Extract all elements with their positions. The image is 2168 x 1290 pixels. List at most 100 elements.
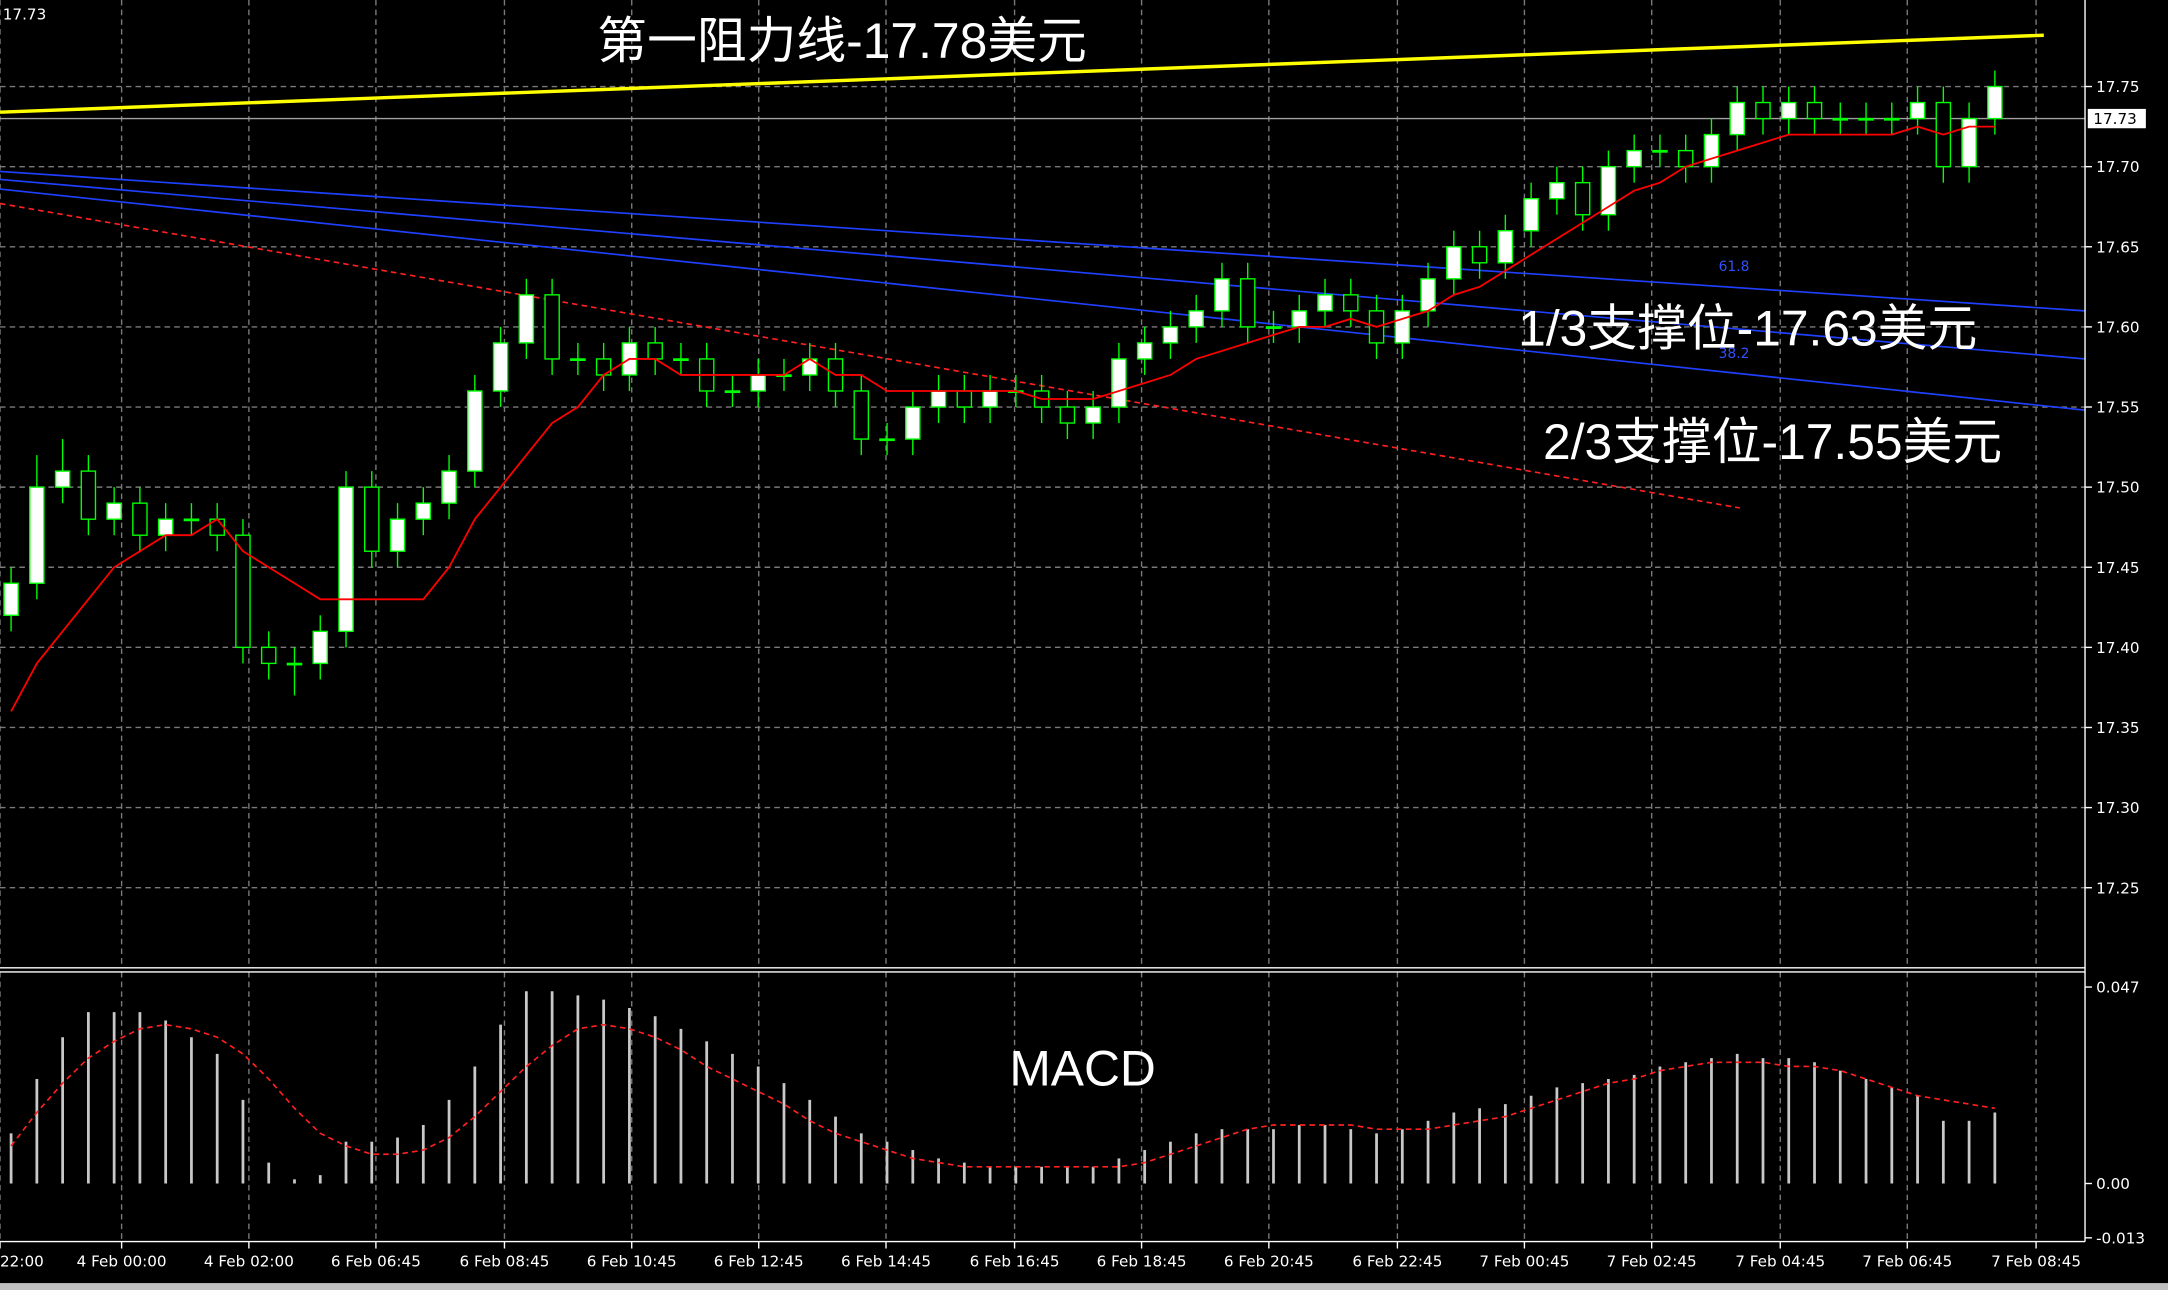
trend-line: [0, 202, 1740, 509]
candle-body: [1703, 133, 1720, 168]
x-tick-label: 6 Feb 18:45: [1097, 1252, 1187, 1270]
candle-body: [1652, 149, 1668, 153]
price-tag: 17.73: [2093, 110, 2136, 128]
candle-body: [750, 374, 767, 392]
candle-body: [492, 342, 509, 392]
candle-body: [1471, 246, 1488, 264]
candle-body: [467, 390, 483, 472]
candle-body: [982, 390, 998, 408]
candle-body: [1291, 310, 1308, 328]
candle-body: [1780, 101, 1797, 120]
candle-body: [1394, 310, 1411, 344]
corner-label: 17.73: [3, 5, 46, 23]
fib-label: 61.8: [1719, 259, 1750, 275]
y-tick-label: 0.00: [2096, 1175, 2130, 1193]
candle-body: [1909, 101, 1926, 120]
candle-body: [389, 518, 406, 552]
candle-body: [1884, 117, 1900, 121]
candle-body: [338, 486, 354, 633]
x-tick-label: 6 Feb 22:45: [1352, 1252, 1442, 1270]
y-tick-label: 17.75: [2096, 78, 2139, 96]
candle-body: [1214, 278, 1230, 312]
y-tick-label: 17.40: [2096, 639, 2139, 657]
y-tick-label: 17.50: [2096, 479, 2139, 497]
candle-body: [1600, 165, 1617, 216]
candle-body: [1549, 181, 1565, 200]
moving-average: [10, 125, 1995, 712]
candle-body: [1136, 342, 1153, 360]
fib-label: 38.2: [1719, 346, 1750, 362]
candle-body: [312, 630, 329, 665]
candle-body: [1574, 181, 1591, 216]
candle-body: [930, 390, 947, 408]
x-tick-label: 6 Feb 08:45: [459, 1252, 549, 1270]
candle-body: [157, 518, 174, 536]
candle-body: [132, 502, 148, 536]
candle-body: [1729, 101, 1746, 136]
candle-body: [1162, 326, 1179, 344]
candle-body: [1806, 101, 1823, 120]
candle-body: [1497, 230, 1514, 264]
candle-body: [286, 662, 303, 666]
trend-line: [0, 188, 2086, 412]
annotation: 第一阻力线-17.78美元: [597, 13, 1086, 69]
x-tick-label: 6 Feb 20:45: [1224, 1252, 1314, 1270]
y-tick-label: 17.25: [2096, 879, 2139, 897]
candle-body: [80, 470, 97, 520]
candle-body: [1626, 149, 1642, 168]
candle-body: [235, 534, 251, 649]
trend-line: [0, 178, 2086, 360]
candle-body: [647, 342, 663, 360]
candle-body: [1858, 117, 1874, 121]
x-tick-label: 6 Feb 14:45: [841, 1252, 931, 1270]
candle-body: [1188, 310, 1204, 328]
x-tick-label: 7 Feb 02:45: [1607, 1252, 1697, 1270]
y-tick-label: 17.30: [2096, 799, 2139, 817]
candle-body: [54, 470, 71, 488]
price-tag-bg: [2087, 108, 2146, 129]
x-tick-label: 4 Feb 00:00: [77, 1252, 167, 1270]
candle-body: [673, 358, 689, 362]
candle-body: [415, 502, 432, 520]
candle-body: [570, 358, 586, 362]
trend-line: [0, 33, 2044, 114]
x-tick-label: 6 Feb 10:45: [587, 1252, 677, 1270]
x-tick-label: 6 Feb 06:45: [331, 1252, 421, 1270]
status-bar: [0, 1283, 2168, 1290]
candle-body: [363, 486, 380, 552]
y-tick-label: 17.70: [2096, 158, 2139, 176]
candle-body: [106, 502, 122, 520]
x-tick-label: 7 Feb 04:45: [1735, 1252, 1825, 1270]
candle-body: [1059, 406, 1076, 424]
candle-body: [29, 486, 45, 584]
candle-body: [260, 646, 277, 665]
y-tick-label: 0.047: [2096, 979, 2139, 997]
candle-body: [956, 390, 973, 408]
y-tick-label: -0.013: [2096, 1229, 2145, 1247]
candle-body: [518, 294, 535, 344]
candle-body: [1085, 406, 1101, 424]
candle-body: [1420, 278, 1436, 312]
candle-body: [1832, 117, 1849, 121]
macd-title: MACD: [1009, 1040, 1156, 1096]
candle-body: [441, 470, 457, 504]
candle-body: [1239, 278, 1256, 328]
candle-body: [1111, 358, 1127, 408]
candle-body: [1755, 101, 1771, 120]
y-tick-label: 17.35: [2096, 719, 2139, 737]
x-tick-label: 6 Feb 12:45: [714, 1252, 804, 1270]
candle-body: [1987, 85, 2003, 120]
candle-body: [3, 582, 19, 617]
candle-body: [544, 294, 560, 360]
x-tick-label: 7 Feb 06:45: [1862, 1252, 1952, 1270]
annotation: 2/3支撑位-17.55美元: [1543, 414, 2002, 470]
y-tick-label: 17.65: [2096, 238, 2139, 256]
candle-body: [1265, 326, 1282, 329]
candle-body: [1343, 294, 1359, 312]
candle-body: [1523, 198, 1539, 232]
x-tick-label: 4 Feb 02:00: [204, 1252, 294, 1270]
x-tick-label: 6 Feb 16:45: [970, 1252, 1060, 1270]
